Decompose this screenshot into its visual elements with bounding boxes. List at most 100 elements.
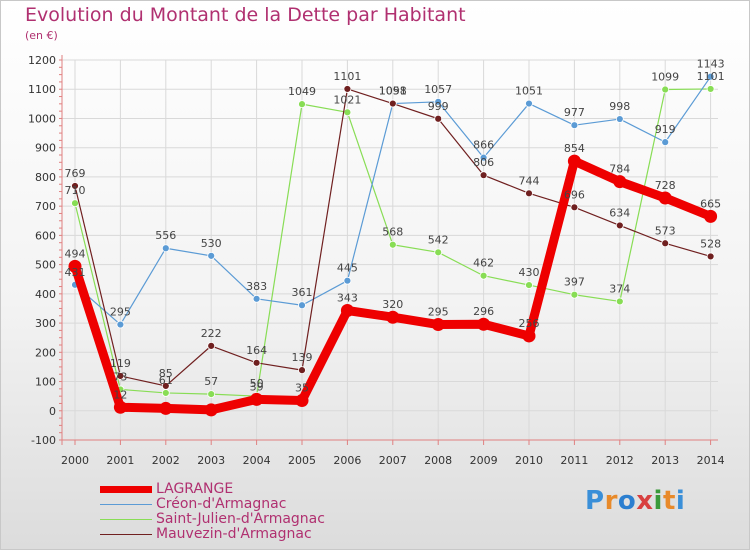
y-tick-label: 600	[35, 229, 56, 242]
data-label-mauvezin-d-armagnac: 119	[110, 357, 131, 370]
data-point-mauvezin-d-armagnac	[116, 372, 125, 380]
legend-swatch-mauvezin	[100, 534, 152, 535]
data-label-cr-on-d-armagnac: 530	[201, 237, 222, 250]
data-label-mauvezin-d-armagnac: 528	[700, 237, 721, 250]
data-label-cr-on-d-armagnac: 295	[110, 306, 131, 319]
data-point-saint-julien-d-armagnac	[207, 390, 216, 399]
data-label-saint-julien-d-armagnac: 542	[428, 233, 449, 246]
y-tick-label: 1100	[28, 83, 56, 96]
data-label-lagrange: 295	[428, 306, 449, 319]
data-point-lagrange	[250, 392, 264, 406]
x-tick-label: 2013	[651, 454, 679, 467]
data-point-lagrange	[477, 317, 491, 331]
data-point-saint-julien-d-armagnac	[525, 281, 533, 289]
data-label-mauvezin-d-armagnac: 744	[519, 174, 540, 187]
data-label-mauvezin-d-armagnac: 1098	[379, 85, 407, 98]
data-point-mauvezin-d-armagnac	[298, 366, 306, 375]
data-point-lagrange	[613, 175, 627, 189]
data-point-saint-julien-d-armagnac	[388, 240, 397, 249]
chart-subtitle: (en €)	[25, 29, 58, 42]
data-label-lagrange: 39	[250, 380, 264, 393]
data-point-lagrange	[68, 259, 82, 273]
data-point-mauvezin-d-armagnac	[479, 171, 488, 180]
legend-label: Saint-Julien-d'Armagnac	[156, 511, 325, 527]
data-label-mauvezin-d-armagnac: 222	[201, 327, 222, 340]
y-tick-label: 700	[35, 200, 56, 213]
data-label-saint-julien-d-armagnac: 568	[382, 226, 403, 239]
chart-title: Evolution du Montant de la Dette par Hab…	[25, 4, 466, 26]
x-tick-label: 2003	[197, 454, 225, 467]
data-label-cr-on-d-armagnac: 1051	[515, 85, 543, 98]
legend-swatch-lagrange	[100, 486, 152, 493]
data-point-saint-julien-d-armagnac	[706, 85, 715, 93]
data-point-cr-on-d-armagnac	[343, 276, 352, 285]
data-point-cr-on-d-armagnac	[298, 301, 306, 310]
data-point-saint-julien-d-armagnac	[71, 199, 79, 208]
data-label-mauvezin-d-armagnac: 634	[609, 206, 630, 219]
data-point-lagrange	[113, 400, 127, 414]
data-point-cr-on-d-armagnac	[116, 320, 125, 329]
data-label-lagrange: 665	[700, 197, 721, 210]
data-label-lagrange: 494	[65, 247, 86, 260]
data-label-saint-julien-d-armagnac: 73	[113, 370, 127, 383]
logo-letter: i	[653, 486, 663, 516]
data-label-mauvezin-d-armagnac: 769	[65, 167, 86, 180]
x-tick-label: 2014	[697, 454, 725, 467]
data-label-saint-julien-d-armagnac: 397	[564, 276, 585, 289]
data-label-mauvezin-d-armagnac: 1101	[333, 70, 361, 83]
data-point-mauvezin-d-armagnac	[570, 203, 579, 212]
data-point-saint-julien-d-armagnac	[479, 271, 488, 280]
data-label-saint-julien-d-armagnac: 50	[250, 377, 264, 390]
x-tick-label: 2010	[515, 454, 543, 467]
data-point-cr-on-d-armagnac	[706, 72, 715, 81]
data-label-mauvezin-d-armagnac: 164	[246, 344, 267, 357]
x-tick-label: 2012	[606, 454, 634, 467]
logo-letter: r	[604, 486, 618, 516]
legend-label: LAGRANGE	[156, 481, 234, 497]
data-label-saint-julien-d-armagnac: 462	[473, 257, 494, 270]
data-label-cr-on-d-armagnac: 556	[155, 229, 176, 242]
data-label-cr-on-d-armagnac: 977	[564, 106, 585, 119]
legend-label: Créon-d'Armagnac	[156, 496, 287, 512]
data-label-saint-julien-d-armagnac: 1101	[697, 70, 725, 83]
data-point-cr-on-d-armagnac	[479, 153, 488, 162]
data-point-saint-julien-d-armagnac	[570, 290, 579, 299]
y-tick-label: 200	[35, 346, 56, 359]
data-label-cr-on-d-armagnac: 1143	[697, 58, 725, 71]
data-point-mauvezin-d-armagnac	[207, 341, 216, 350]
legend-label: Mauvezin-d'Armagnac	[156, 526, 312, 542]
data-label-mauvezin-d-armagnac: 696	[564, 188, 585, 201]
data-point-mauvezin-d-armagnac	[706, 252, 715, 261]
data-label-cr-on-d-armagnac: 1051	[379, 85, 407, 98]
data-point-saint-julien-d-armagnac	[161, 389, 170, 397]
data-label-mauvezin-d-armagnac: 806	[473, 156, 494, 169]
x-tick-label: 2007	[379, 454, 407, 467]
x-tick-label: 2006	[333, 454, 361, 467]
data-label-lagrange: 320	[382, 298, 403, 311]
data-label-saint-julien-d-armagnac: 430	[519, 266, 540, 279]
data-label-mauvezin-d-armagnac: 139	[292, 351, 313, 364]
data-label-cr-on-d-armagnac: 998	[609, 100, 630, 113]
data-label-cr-on-d-armagnac: 866	[473, 139, 494, 152]
data-label-lagrange: 728	[655, 179, 676, 192]
data-point-lagrange	[431, 318, 445, 332]
data-label-lagrange: 296	[473, 305, 494, 318]
data-label-saint-julien-d-armagnac: 1021	[333, 93, 361, 106]
data-point-mauvezin-d-armagnac	[615, 221, 624, 230]
y-tick-label: -100	[31, 434, 56, 447]
logo-letter: t	[662, 486, 676, 516]
data-point-lagrange	[704, 209, 718, 223]
y-tick-label: 500	[35, 259, 56, 272]
data-label-mauvezin-d-armagnac: 999	[428, 100, 449, 113]
data-point-lagrange	[295, 394, 309, 408]
data-point-saint-julien-d-armagnac	[343, 108, 352, 117]
y-tick-label: 400	[35, 288, 56, 301]
x-tick-label: 2008	[424, 454, 452, 467]
proxiti-logo: Proxiti	[585, 486, 685, 516]
data-point-mauvezin-d-armagnac	[525, 189, 533, 198]
data-point-saint-julien-d-armagnac	[298, 100, 306, 109]
logo-letter: P	[585, 486, 605, 516]
x-tick-label: 2001	[106, 454, 134, 467]
data-point-cr-on-d-armagnac	[525, 99, 533, 108]
